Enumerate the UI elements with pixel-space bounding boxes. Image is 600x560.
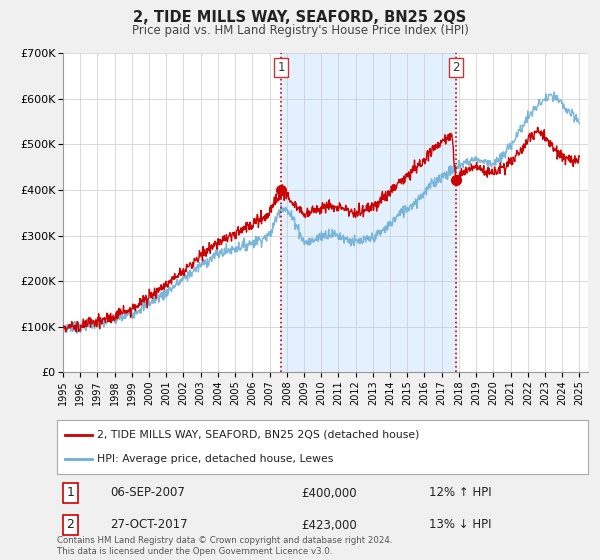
Text: £400,000: £400,000 [301, 487, 357, 500]
Text: Contains HM Land Registry data © Crown copyright and database right 2024.
This d: Contains HM Land Registry data © Crown c… [57, 536, 392, 556]
Text: £423,000: £423,000 [301, 519, 357, 531]
Text: 1: 1 [67, 487, 74, 500]
Bar [281, 53, 456, 372]
Text: 2: 2 [67, 519, 74, 531]
Text: 27-OCT-2017: 27-OCT-2017 [110, 519, 188, 531]
Text: 2, TIDE MILLS WAY, SEAFORD, BN25 2QS (detached house): 2, TIDE MILLS WAY, SEAFORD, BN25 2QS (de… [97, 430, 419, 440]
Text: 1: 1 [277, 61, 285, 74]
Text: Price paid vs. HM Land Registry's House Price Index (HPI): Price paid vs. HM Land Registry's House … [131, 24, 469, 36]
Text: 06-SEP-2007: 06-SEP-2007 [110, 487, 185, 500]
Text: HPI: Average price, detached house, Lewes: HPI: Average price, detached house, Lewe… [97, 454, 333, 464]
Text: 2, TIDE MILLS WAY, SEAFORD, BN25 2QS: 2, TIDE MILLS WAY, SEAFORD, BN25 2QS [133, 10, 467, 25]
Text: 13% ↓ HPI: 13% ↓ HPI [428, 519, 491, 531]
Text: 12% ↑ HPI: 12% ↑ HPI [428, 487, 491, 500]
Text: 2: 2 [452, 61, 460, 74]
